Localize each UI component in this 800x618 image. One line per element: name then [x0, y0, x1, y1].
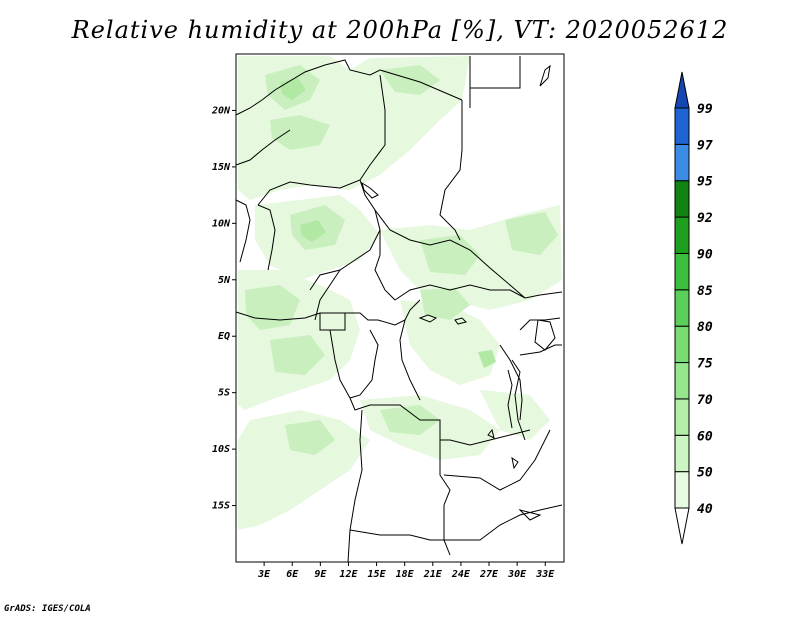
colorbar-label: 97 [697, 138, 713, 153]
x-tick-label: 9E [314, 569, 327, 580]
y-tick-label: 10S [212, 444, 230, 455]
map-panel: 3E 6E 9E 12E 15E 18E 21E 24E 27E 30E 33E 20N 15N 10N… [211, 53, 565, 580]
y-tick-label: EQ [218, 331, 230, 342]
colorbar-segment [674, 107, 690, 145]
y-tick-label: 15N [212, 162, 231, 173]
colorbar-label: 50 [697, 466, 713, 481]
map-title: Relative humidity at 200hPa [%], VT: 202… [71, 16, 729, 44]
colorbar-label: 95 [697, 175, 713, 190]
colorbar-label: 70 [697, 393, 713, 408]
colorbar-segment [674, 252, 690, 291]
colorbar-segment [674, 434, 690, 473]
longitude-ticks: 3E 6E 9E 12E 15E 18E 21E 24E 27E 30E 33E [257, 562, 555, 580]
colorbar: 40 50 60 70 75 80 85 90 92 95 97 99 [674, 71, 713, 545]
x-tick-label: 30E [507, 569, 527, 580]
colorbar-upper-arrow [674, 71, 690, 109]
colorbar-segment [674, 471, 690, 509]
y-tick-label: 5S [218, 388, 230, 399]
x-tick-label: 24E [451, 569, 471, 580]
x-tick-label: 15E [368, 569, 387, 580]
lakes-and-coasts [361, 64, 556, 521]
credit-label: GrADS: IGES/COLA [4, 604, 91, 614]
x-tick-label: 33E [535, 569, 555, 580]
colorbar-segment [674, 289, 690, 327]
colorbar-label: 99 [697, 102, 713, 117]
colorbar-label: 80 [697, 320, 713, 335]
colorbar-segment [674, 362, 690, 400]
colorbar-segment [674, 216, 690, 254]
y-tick-label: 20N [211, 105, 231, 116]
humidity-shading-mid [280, 78, 496, 368]
colorbar-label: 40 [697, 502, 713, 517]
colorbar-segment [674, 398, 690, 436]
colorbar-lower-arrow [674, 507, 690, 545]
country-borders [235, 56, 563, 563]
colorbar-segment [674, 325, 690, 364]
x-tick-label: 3E [257, 569, 271, 580]
colorbar-segment [674, 143, 690, 182]
colorbar-label: 60 [697, 429, 713, 444]
y-tick-label: 10N [212, 218, 231, 229]
colorbar-label: 90 [697, 247, 713, 262]
map-frame [235, 53, 565, 563]
x-tick-label: 12E [339, 569, 358, 580]
y-tick-label: 15S [212, 501, 230, 512]
colorbar-label: 75 [697, 357, 713, 372]
colorbar-label: 85 [697, 284, 713, 299]
colorbar-segment [674, 180, 690, 218]
x-tick-label: 18E [396, 569, 415, 580]
colorbar-label: 92 [697, 211, 713, 226]
x-tick-label: 27E [479, 569, 499, 580]
latitude-ticks: 20N 15N 10N 5N EQ 5S 10S 15S [211, 105, 236, 512]
x-tick-label: 21E [423, 569, 443, 580]
y-tick-label: 5N [218, 275, 231, 286]
x-tick-label: 6E [286, 569, 299, 580]
